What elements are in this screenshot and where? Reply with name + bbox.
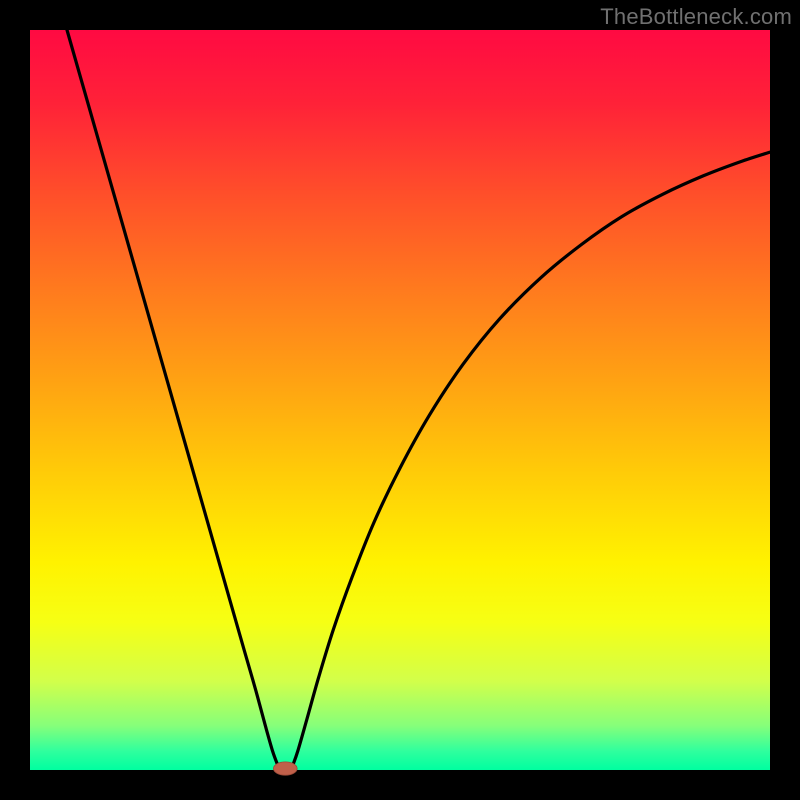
vertex-marker xyxy=(273,762,297,775)
bottleneck-chart xyxy=(0,0,800,800)
plot-background xyxy=(30,30,770,770)
watermark-text: TheBottleneck.com xyxy=(600,4,792,30)
chart-root: TheBottleneck.com xyxy=(0,0,800,800)
